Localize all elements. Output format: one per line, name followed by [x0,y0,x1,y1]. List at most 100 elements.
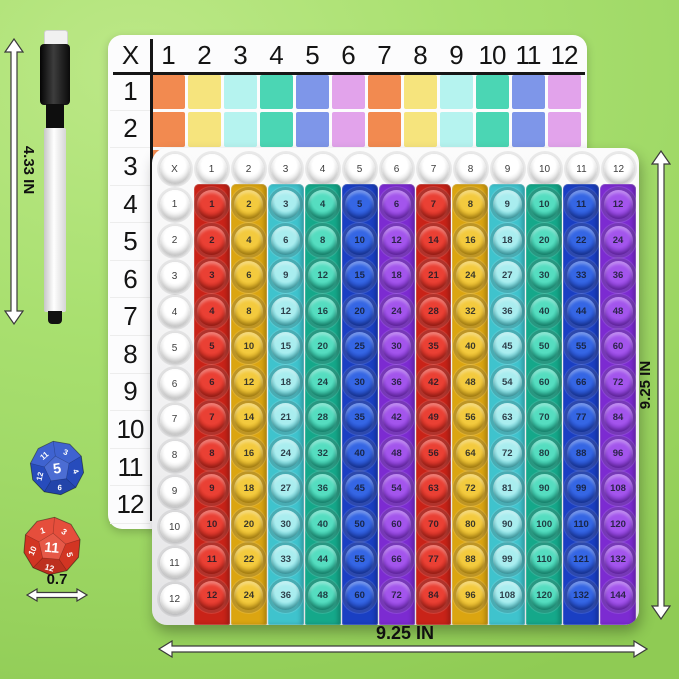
popit-bubble[interactable]: 63 [492,403,522,433]
popit-bubble[interactable]: 32 [455,296,485,326]
popit-bubble[interactable]: 28 [308,403,338,433]
popit-bubble[interactable]: 108 [492,580,522,610]
popit-header-bubble[interactable]: 5 [344,154,375,184]
popit-bubble[interactable]: 99 [566,474,596,504]
popit-bubble[interactable]: 33 [271,545,301,575]
popit-bubble[interactable]: 12 [197,580,227,610]
popit-bubble[interactable]: 80 [455,509,485,539]
popit-header-bubble[interactable]: 8 [455,154,486,184]
popit-bubble[interactable]: 66 [382,545,412,575]
popit-bubble[interactable]: 11 [566,190,596,220]
popit-bubble[interactable]: 11 [197,545,227,575]
popit-bubble[interactable]: 88 [566,438,596,468]
popit-bubble[interactable]: 20 [345,296,375,326]
popit-bubble[interactable]: 4 [234,225,264,255]
popit-bubble[interactable]: 27 [271,474,301,504]
popit-bubble[interactable]: 6 [382,190,412,220]
popit-bubble[interactable]: 5 [345,190,375,220]
popit-bubble[interactable]: 22 [566,225,596,255]
popit-bubble[interactable]: 24 [382,296,412,326]
popit-bubble[interactable]: 15 [345,261,375,291]
popit-bubble[interactable]: 132 [566,580,596,610]
popit-bubble[interactable]: 110 [529,545,559,575]
popit-bubble[interactable]: 110 [566,509,596,539]
popit-bubble[interactable]: 3 [197,261,227,291]
popit-row-label-bubble[interactable]: 11 [159,548,190,579]
popit-row-label-bubble[interactable]: 7 [159,404,190,435]
popit-bubble[interactable]: 24 [308,367,338,397]
popit-bubble[interactable]: 40 [455,332,485,362]
popit-bubble[interactable]: 5 [197,332,227,362]
popit-bubble[interactable]: 21 [271,403,301,433]
popit-bubble[interactable]: 30 [529,261,559,291]
popit-bubble[interactable]: 55 [566,332,596,362]
popit-bubble[interactable]: 48 [455,367,485,397]
popit-bubble[interactable]: 8 [197,438,227,468]
popit-bubble[interactable]: 10 [197,509,227,539]
popit-bubble[interactable]: 18 [382,261,412,291]
popit-row-label-bubble[interactable]: 5 [159,333,190,364]
popit-bubble[interactable]: 25 [345,332,375,362]
popit-header-bubble[interactable]: 4 [307,154,338,184]
popit-bubble[interactable]: 12 [382,225,412,255]
popit-header-bubble[interactable]: 2 [233,154,264,184]
popit-bubble[interactable]: 12 [603,190,633,220]
popit-bubble[interactable]: 48 [603,296,633,326]
popit-bubble[interactable]: 12 [308,261,338,291]
popit-bubble[interactable]: 36 [382,367,412,397]
popit-header-bubble[interactable]: 3 [270,154,301,184]
popit-corner-bubble[interactable]: X [159,154,190,184]
popit-bubble[interactable]: 2 [234,190,264,220]
popit-bubble[interactable]: 55 [345,545,375,575]
popit-bubble[interactable]: 40 [529,296,559,326]
popit-bubble[interactable]: 49 [418,403,448,433]
popit-bubble[interactable]: 9 [492,190,522,220]
popit-bubble[interactable]: 9 [271,261,301,291]
popit-header-bubble[interactable]: 10 [529,154,560,184]
popit-bubble[interactable]: 6 [271,225,301,255]
popit-bubble[interactable]: 120 [603,509,633,539]
popit-row-label-bubble[interactable]: 2 [159,225,190,256]
popit-bubble[interactable]: 35 [418,332,448,362]
popit-bubble[interactable]: 44 [566,296,596,326]
popit-row-label-bubble[interactable]: 4 [159,297,190,328]
popit-bubble[interactable]: 120 [529,580,559,610]
popit-bubble[interactable]: 70 [529,403,559,433]
popit-bubble[interactable]: 18 [234,474,264,504]
popit-bubble[interactable]: 10 [234,332,264,362]
popit-bubble[interactable]: 63 [418,474,448,504]
popit-bubble[interactable]: 84 [418,580,448,610]
popit-row-label-bubble[interactable]: 12 [159,584,190,615]
popit-bubble[interactable]: 36 [308,474,338,504]
popit-bubble[interactable]: 50 [345,509,375,539]
popit-bubble[interactable]: 88 [455,545,485,575]
popit-bubble[interactable]: 48 [308,580,338,610]
popit-bubble[interactable]: 21 [418,261,448,291]
popit-bubble[interactable]: 64 [455,438,485,468]
popit-bubble[interactable]: 6 [234,261,264,291]
popit-bubble[interactable]: 42 [382,403,412,433]
popit-header-bubble[interactable]: 1 [196,154,227,184]
popit-bubble[interactable]: 18 [492,225,522,255]
popit-bubble[interactable]: 7 [197,403,227,433]
popit-bubble[interactable]: 18 [271,367,301,397]
popit-bubble[interactable]: 14 [418,225,448,255]
popit-bubble[interactable]: 24 [455,261,485,291]
popit-bubble[interactable]: 16 [455,225,485,255]
popit-bubble[interactable]: 10 [529,190,559,220]
popit-bubble[interactable]: 28 [418,296,448,326]
popit-bubble[interactable]: 16 [234,438,264,468]
popit-bubble[interactable]: 70 [418,509,448,539]
popit-bubble[interactable]: 15 [271,332,301,362]
popit-bubble[interactable]: 72 [455,474,485,504]
popit-row-label-bubble[interactable]: 1 [159,189,190,220]
popit-bubble[interactable]: 3 [271,190,301,220]
popit-bubble[interactable]: 7 [418,190,448,220]
popit-bubble[interactable]: 27 [492,261,522,291]
popit-bubble[interactable]: 72 [603,367,633,397]
popit-row-label-bubble[interactable]: 3 [159,261,190,292]
popit-bubble[interactable]: 1 [197,190,227,220]
popit-bubble[interactable]: 80 [529,438,559,468]
popit-bubble[interactable]: 56 [455,403,485,433]
popit-bubble[interactable]: 56 [418,438,448,468]
